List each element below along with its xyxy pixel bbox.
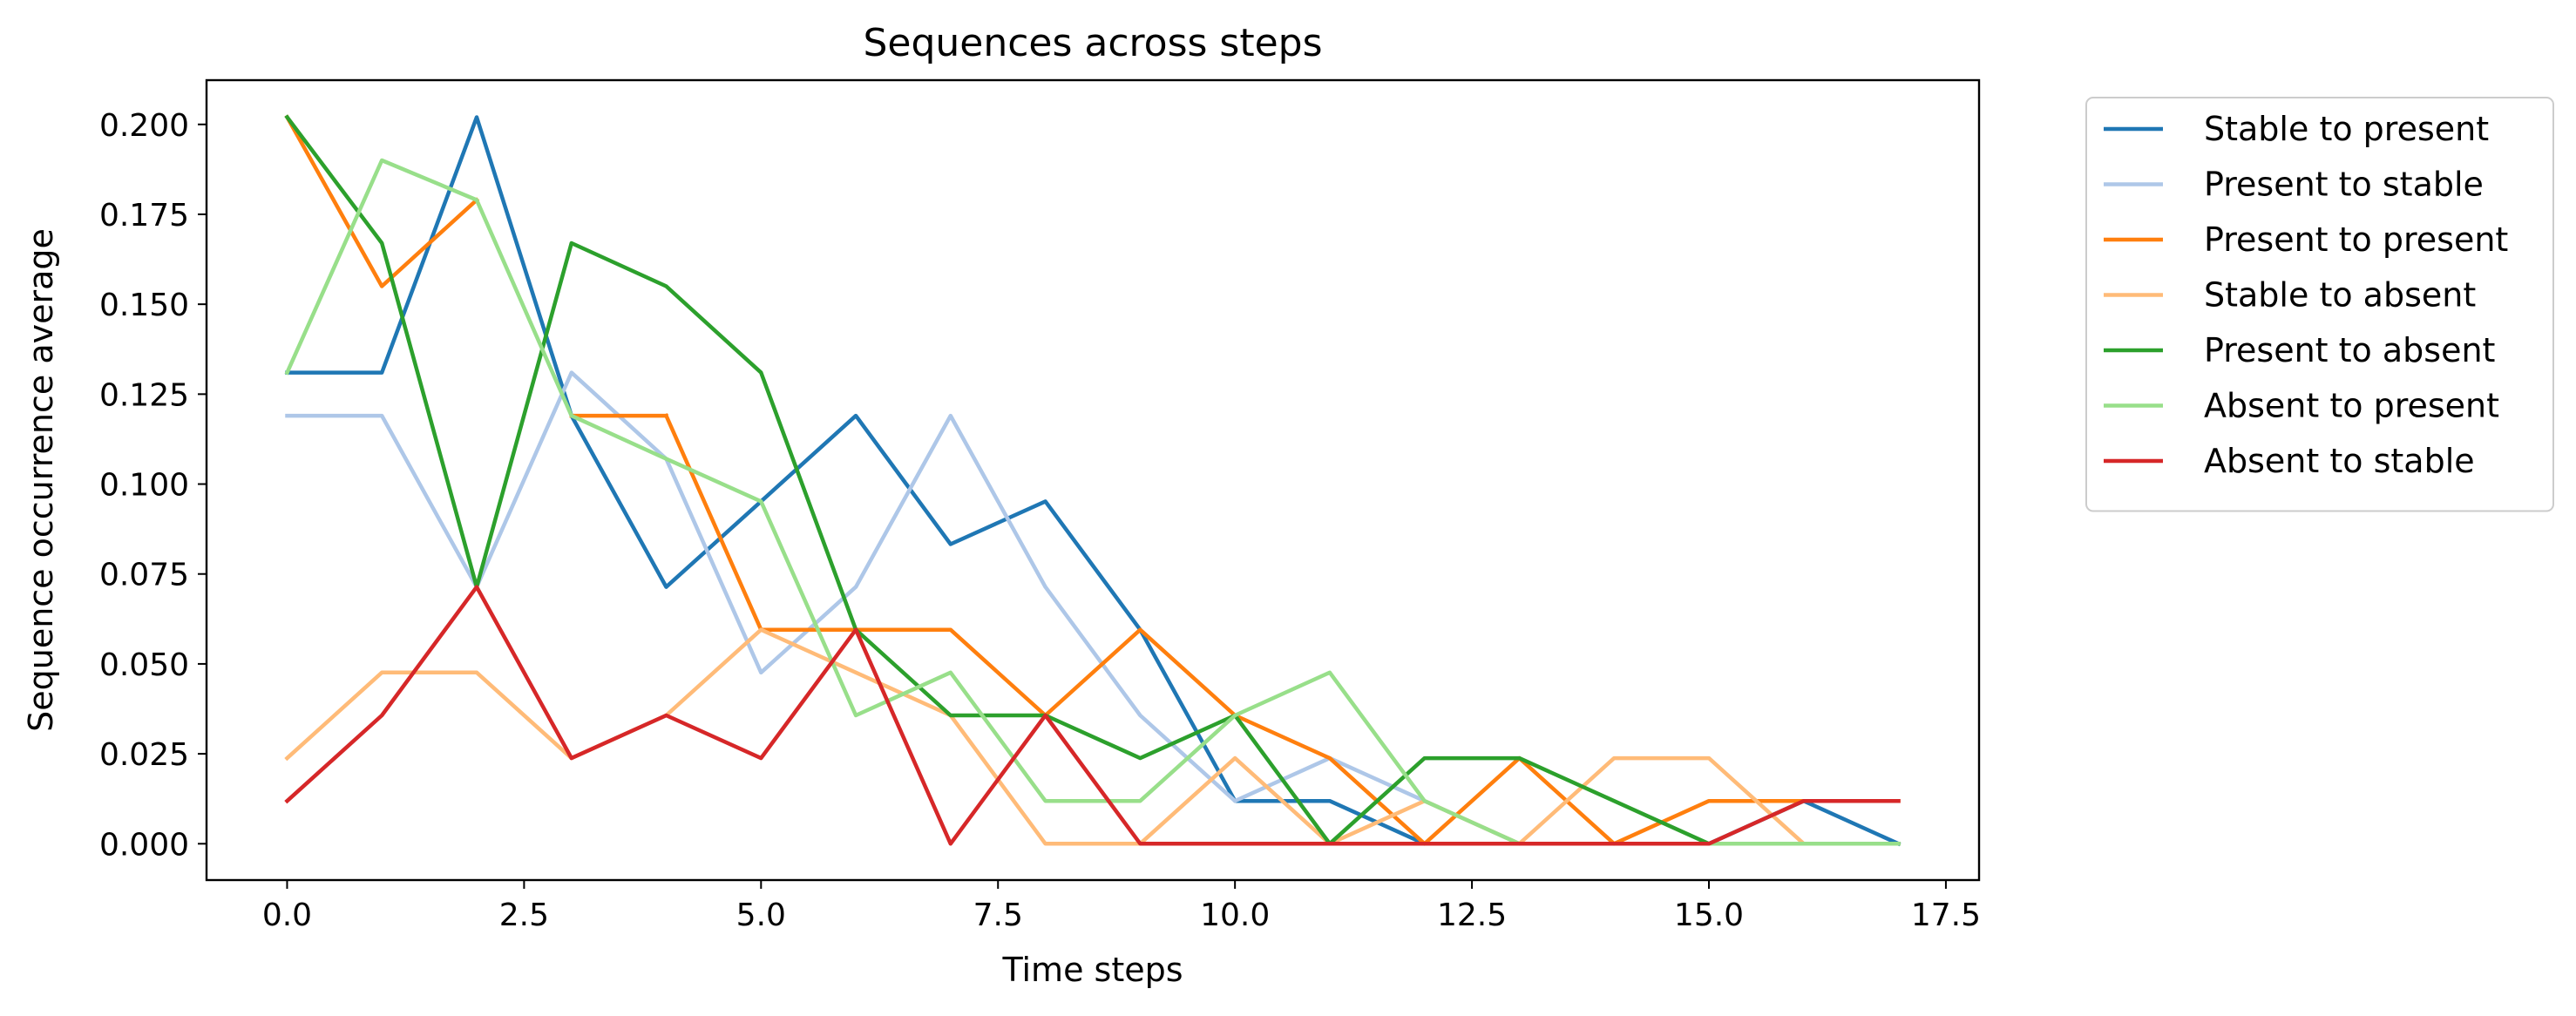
series-line-absent-to-stable [284,585,1901,846]
legend-label: Present to absent [2204,331,2495,369]
y-tick-label: 0.100 [99,468,189,504]
x-tick-label: 2.5 [499,897,549,933]
x-tick-label: 17.5 [1911,897,1981,933]
x-axis-title: Time steps [1001,951,1183,989]
series-line-present-to-present [284,114,480,288]
x-tick-label: 7.5 [973,897,1023,933]
series-line-present-to-present [663,413,1901,846]
y-tick-label: 0.200 [99,108,189,144]
legend-frame [2085,97,2554,512]
x-tick-label: 15.0 [1674,897,1744,933]
series-line-stable-to-absent [284,627,1901,846]
x-axis: 0.0 2.5 5.0 7.5 10.0 12.5 15.0 17.5 [262,880,1981,933]
y-tick-label: 0.150 [99,288,189,323]
y-tick-label: 0.175 [99,198,189,234]
plot-area [284,114,1901,847]
legend-label: Absent to stable [2204,442,2475,480]
y-tick-label: 0.000 [99,827,189,863]
y-tick-label: 0.050 [99,647,189,683]
y-tick-label: 0.125 [99,377,189,413]
legend-label: Absent to present [2204,387,2499,425]
chart-title: Sequences across steps [863,21,1322,65]
plot-frame [205,78,1981,882]
y-tick-label: 0.075 [99,558,189,593]
series-line-absent-to-present [284,158,1901,846]
x-tick-label: 5.0 [736,897,786,933]
x-tick-label: 0.0 [262,897,312,933]
x-tick-label: 10.0 [1200,897,1270,933]
legend-label: Present to present [2204,220,2508,259]
y-tick-label: 0.025 [99,737,189,773]
y-axis: 0.000 0.025 0.050 0.075 0.100 0.125 0.150 0.175… [99,108,207,863]
legend-label: Stable to present [2204,110,2489,148]
legend: Stable to present Present to stable Presen… [2085,97,2554,512]
y-axis-title: Sequence occurrence average [22,228,60,732]
x-tick-label: 12.5 [1437,897,1507,933]
series-line-present-to-absent [284,114,1901,846]
series-line-present-to-stable [285,370,1901,846]
legend-label: Present to stable [2204,166,2484,204]
legend-label: Stable to absent [2204,276,2476,315]
